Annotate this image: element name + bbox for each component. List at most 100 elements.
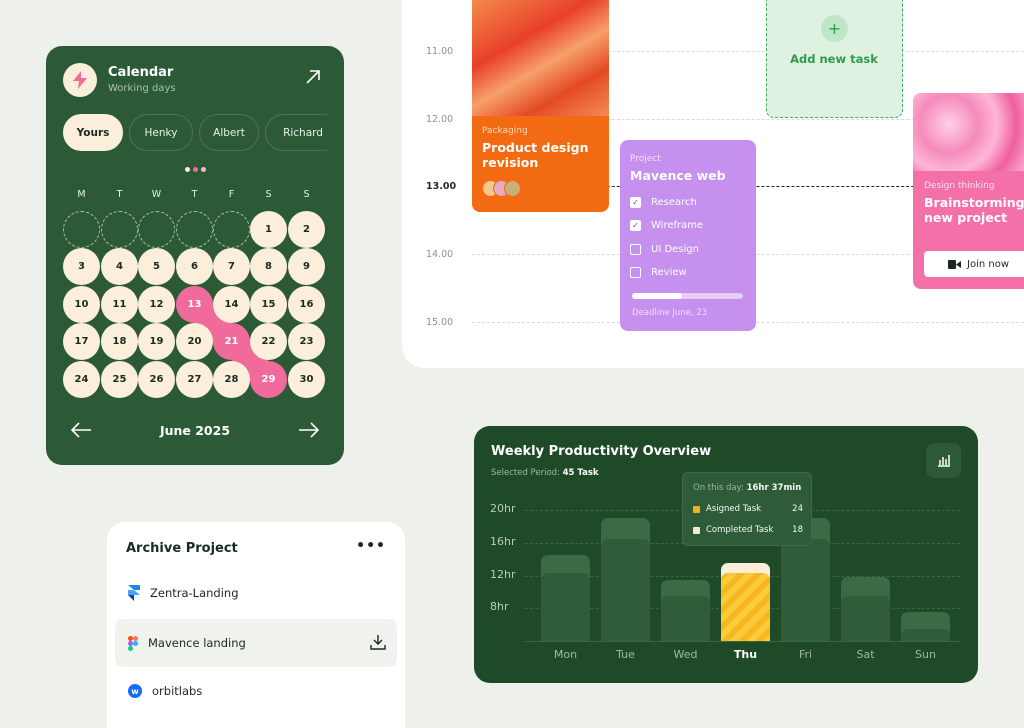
deadline-label: Deadline June, 23 [632, 308, 708, 318]
pill-person-0[interactable]: Yours [63, 114, 123, 151]
bar-completed-thu[interactable] [721, 573, 770, 641]
bar-completed-tue[interactable] [601, 538, 650, 641]
svg-text:w: w [131, 687, 139, 696]
day-cell[interactable]: 8 [250, 248, 287, 285]
day-cell-highlighted[interactable]: 29 [250, 361, 287, 398]
day-cell[interactable]: 30 [288, 361, 325, 398]
pill-person-2[interactable]: Albert [199, 114, 259, 151]
calendar-title: Calendar [108, 65, 174, 80]
video-camera-icon [948, 259, 961, 269]
selected-period-label: Selected Period: [491, 468, 560, 478]
bar-completed-mon[interactable] [541, 573, 590, 641]
archive-item[interactable]: Zentra-Landing [115, 569, 397, 617]
archive-item-name: Mavence landing [148, 636, 246, 650]
bar-completed-sat[interactable] [841, 596, 890, 641]
checkbox-checked-icon[interactable]: ✓ [630, 220, 641, 231]
day-cell[interactable]: 6 [176, 248, 213, 285]
checklist-item[interactable]: ✓ Research [630, 197, 697, 208]
y-tick-label: 8hr [490, 600, 509, 614]
day-cell[interactable]: 10 [63, 286, 100, 323]
day-cell[interactable]: 12 [138, 286, 175, 323]
weekday-label: M [77, 189, 86, 200]
time-gridline [472, 51, 1024, 52]
join-now-button[interactable]: Join now [924, 251, 1024, 277]
archive-project-card: Archive Project ••• Zentra-Landing Maven… [107, 522, 405, 728]
day-cell[interactable]: 15 [250, 286, 287, 323]
bar-chart-icon[interactable] [926, 443, 961, 478]
day-cell[interactable]: 2 [288, 211, 325, 248]
tooltip-header: On this day: 16hr 37min [693, 483, 801, 493]
day-cell[interactable]: 1 [250, 211, 287, 248]
prev-month-arrow-icon[interactable] [70, 422, 92, 442]
day-cell[interactable]: 14 [213, 286, 250, 323]
day-cell[interactable]: 3 [63, 248, 100, 285]
checkbox-checked-icon[interactable]: ✓ [630, 197, 641, 208]
weekday-label: F [228, 189, 235, 200]
tooltip-row: Completed Task 18 [693, 525, 803, 535]
framer-icon [128, 585, 140, 601]
archive-item[interactable]: w orbitlabs [115, 667, 397, 715]
x-tick-label: Mon [553, 648, 578, 661]
checklist-item[interactable]: UI Design [630, 244, 699, 255]
checklist-item[interactable]: ✓ Wireframe [630, 220, 703, 231]
day-tooltip: On this day: 16hr 37min Asigned Task 24 … [682, 472, 812, 546]
day-cell[interactable]: 18 [101, 323, 138, 360]
x-tick-label: Tue [616, 648, 635, 661]
tooltip-row-label: Asigned Task [706, 504, 762, 514]
checklist-label: Wireframe [651, 220, 704, 231]
day-cell[interactable]: 28 [213, 361, 250, 398]
day-cell[interactable]: 22 [250, 323, 287, 360]
figma-icon [128, 635, 138, 651]
add-new-task-card[interactable]: + Add new task [766, 0, 903, 118]
day-cell[interactable]: 23 [288, 323, 325, 360]
legend-swatch [693, 526, 700, 534]
expand-arrow-icon[interactable] [304, 68, 322, 90]
download-icon[interactable] [370, 634, 386, 653]
more-options-icon[interactable]: ••• [356, 538, 386, 554]
task-category: Project [630, 154, 661, 164]
tooltip-value: 16hr 37min [746, 483, 802, 493]
schedule-panel: 11.00 12.00 13.00 14.00 15.00 Packaging … [402, 0, 1024, 368]
day-cell[interactable]: 9 [288, 248, 325, 285]
calendar-subtitle: Working days [108, 83, 176, 94]
checkbox-icon[interactable] [630, 244, 641, 255]
day-cell[interactable]: 19 [138, 323, 175, 360]
day-cell[interactable]: 24 [63, 361, 100, 398]
task-title: Product design revision [482, 140, 589, 170]
day-cell[interactable]: 25 [101, 361, 138, 398]
checklist-label: UI Design [651, 244, 699, 255]
day-empty [176, 211, 213, 248]
y-tick-label: 12hr [490, 567, 516, 581]
next-month-arrow-icon[interactable] [298, 422, 320, 442]
day-cell[interactable]: 27 [176, 361, 213, 398]
day-cell[interactable]: 17 [63, 323, 100, 360]
checkbox-icon[interactable] [630, 267, 641, 278]
bolt-icon [63, 63, 97, 97]
pill-person-1[interactable]: Henky [129, 114, 193, 151]
day-cell-highlighted[interactable]: 21 [213, 323, 250, 360]
archive-item-selected[interactable]: Mavence landing [115, 619, 397, 667]
bar-completed-wed[interactable] [661, 596, 710, 641]
legend-swatch [693, 505, 700, 513]
project-task-card[interactable]: Project Mavence web ✓ Research ✓ Wirefra… [620, 140, 756, 331]
checklist-item[interactable]: Review [630, 267, 687, 278]
day-cell[interactable]: 5 [138, 248, 175, 285]
day-cell[interactable]: 11 [101, 286, 138, 323]
day-cell[interactable]: 20 [176, 323, 213, 360]
time-label: 15.00 [426, 317, 454, 328]
bar-completed-fri[interactable] [781, 538, 830, 641]
y-tick-label: 16hr [490, 534, 516, 548]
design-thinking-card[interactable]: Design thinking Brainstorming new projec… [913, 93, 1024, 289]
day-cell-highlighted[interactable]: 13 [176, 286, 213, 323]
day-cell[interactable]: 26 [138, 361, 175, 398]
pill-person-3[interactable]: Richard [265, 114, 327, 151]
day-cell[interactable]: 4 [101, 248, 138, 285]
bar-completed-sun[interactable] [901, 628, 950, 641]
day-cell[interactable]: 16 [288, 286, 325, 323]
chart-baseline [525, 641, 960, 642]
packaging-task-card[interactable]: Packaging Product design revision [472, 0, 609, 212]
x-tick-label: Fri [798, 648, 813, 661]
archive-item-name: orbitlabs [152, 684, 203, 698]
tooltip-row-value: 18 [792, 525, 803, 535]
day-cell[interactable]: 7 [213, 248, 250, 285]
